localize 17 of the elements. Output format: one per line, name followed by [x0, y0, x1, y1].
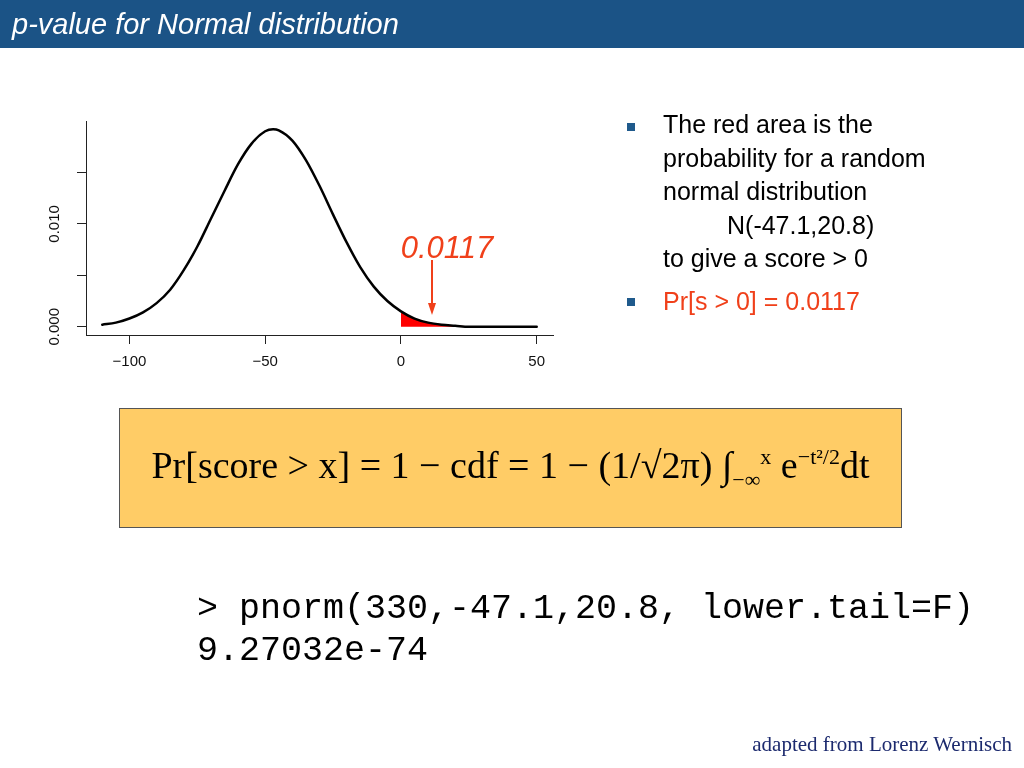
text: to give a score > 0	[663, 243, 869, 274]
y-tick-label: 0.000	[45, 308, 63, 346]
chart-title: p-value for Normal distribution	[12, 7, 399, 41]
text: adapted from Lorenz Wernisch	[752, 732, 1012, 757]
text: N(-47.1,20.8)	[726, 209, 876, 241]
annotation: 0.0117	[399, 230, 495, 265]
text: The red area is the probability for a random normal distribution	[663, 109, 927, 207]
x-tick-label: −50	[252, 352, 278, 370]
x-tick-label: −100	[112, 352, 147, 370]
line-series	[101, 127, 538, 329]
text: > pnorm(330,-47.1,20.8, lower.tail=F)	[197, 588, 975, 630]
text: Pr[s > 0] = 0.0117	[663, 286, 860, 317]
x-tick-label: 0	[396, 352, 406, 370]
text: Pr[score > x] = 1 − cdf = 1 − (1/√2π) ∫$_{−∞}$$^{x}$ e$^{−t²/2}$dt	[151, 443, 870, 493]
text: 9.27032e-74	[197, 630, 429, 672]
x-tick-label: 50	[528, 352, 546, 370]
y-tick-label: 0.010	[45, 205, 63, 243]
